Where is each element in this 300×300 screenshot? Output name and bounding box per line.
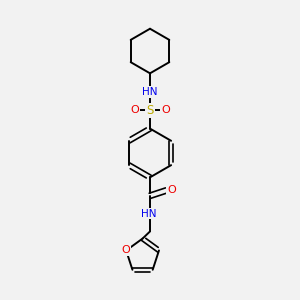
- Text: S: S: [146, 104, 154, 117]
- Text: HN: HN: [142, 87, 158, 97]
- Text: HN: HN: [141, 208, 156, 219]
- Text: O: O: [121, 245, 130, 256]
- Text: O: O: [130, 105, 139, 115]
- Text: O: O: [161, 105, 170, 115]
- Text: O: O: [167, 185, 176, 195]
